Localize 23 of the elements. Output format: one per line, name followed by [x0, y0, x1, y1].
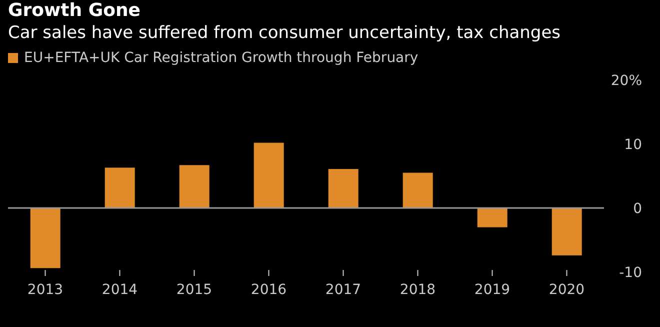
x-tick-label: 2018: [400, 282, 436, 298]
bar: [179, 165, 210, 208]
bar: [328, 168, 358, 208]
y-tick-label: 0: [633, 200, 642, 217]
y-tick-label: -10: [619, 264, 642, 281]
bar: [254, 142, 284, 208]
x-tick-label: 2019: [474, 282, 510, 298]
bar: [30, 208, 60, 268]
x-tick-label: 2016: [250, 282, 287, 298]
y-tick-label: 10: [624, 136, 642, 153]
x-tick-label: 2017: [325, 282, 362, 298]
bar: [552, 208, 582, 256]
bar: [402, 172, 433, 208]
bar: [477, 208, 508, 228]
legend-label: EU+EFTA+UK Car Registration Growth through February: [24, 50, 418, 66]
bar: [104, 168, 135, 208]
chart-subtitle: Car sales have suffered from consumer uncertainty, tax changes: [8, 22, 562, 44]
y-tick-label: 20%: [610, 72, 642, 89]
x-tick-label: 2013: [27, 282, 64, 298]
chart-title: Growth Gone: [8, 0, 142, 22]
x-tick-label: 2020: [548, 282, 585, 298]
x-tick-label: 2014: [102, 282, 138, 298]
x-tick-label: 2015: [176, 282, 212, 298]
